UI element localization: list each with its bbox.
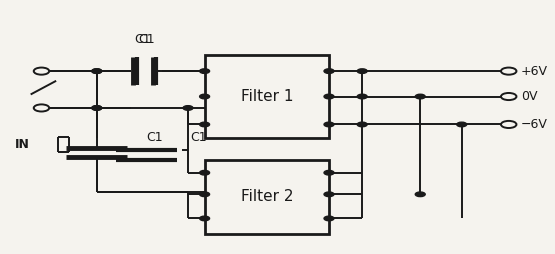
Circle shape [200,122,210,127]
Circle shape [324,170,334,175]
Text: IN: IN [14,138,29,151]
Circle shape [501,68,517,75]
Circle shape [324,69,334,73]
Circle shape [200,94,210,99]
Circle shape [200,170,210,175]
Circle shape [501,121,517,128]
Circle shape [200,216,210,221]
Circle shape [34,104,49,112]
Circle shape [357,94,367,99]
Circle shape [501,93,517,100]
Circle shape [34,68,49,75]
Circle shape [324,192,334,197]
Circle shape [415,192,425,197]
Circle shape [92,69,102,73]
Circle shape [200,69,210,73]
Circle shape [324,94,334,99]
Circle shape [92,69,102,73]
Circle shape [357,122,367,127]
Circle shape [357,69,367,73]
Text: 0V: 0V [521,90,537,103]
Text: Filter 2: Filter 2 [240,189,293,204]
Circle shape [92,106,102,110]
Circle shape [200,192,210,197]
Circle shape [324,216,334,221]
Text: −6V: −6V [521,118,548,131]
Circle shape [183,106,193,110]
Text: C1: C1 [138,33,155,46]
Circle shape [415,94,425,99]
Text: C1: C1 [191,131,208,144]
Bar [205,55,329,138]
Text: +6V: +6V [521,65,548,78]
Circle shape [92,106,102,110]
Bar [205,160,329,234]
Circle shape [324,122,334,127]
Circle shape [457,122,467,127]
Text: C1: C1 [134,33,151,46]
Text: Filter 1: Filter 1 [240,89,293,104]
Text: C1: C1 [147,131,163,144]
